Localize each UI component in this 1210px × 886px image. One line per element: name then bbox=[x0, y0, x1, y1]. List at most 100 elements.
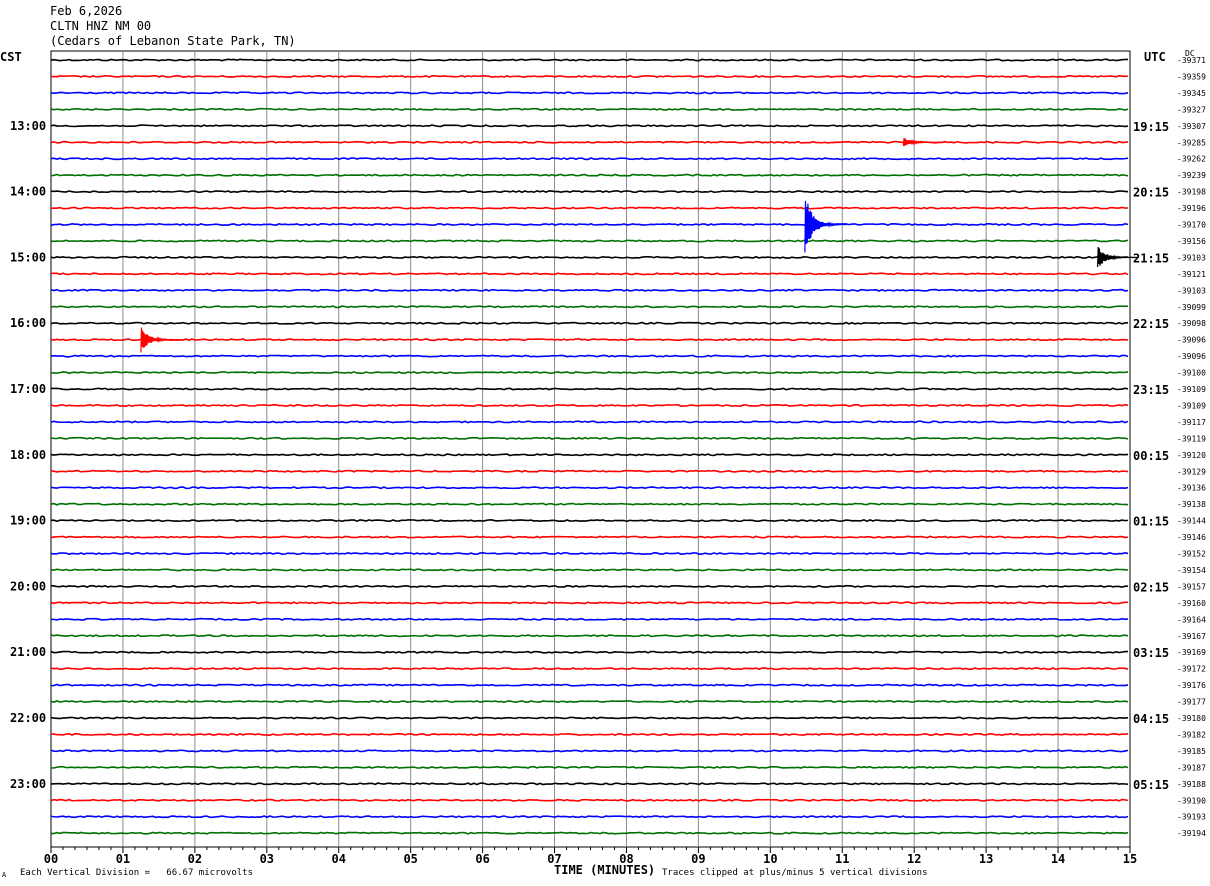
x-tick-label: 10 bbox=[763, 852, 777, 866]
trace-line bbox=[50, 650, 1129, 654]
left-timezone-label: CST bbox=[0, 50, 22, 64]
dc-offset-label: -39285 bbox=[1177, 138, 1206, 147]
dc-label: DC bbox=[1185, 49, 1195, 58]
left-time-label: 23:00 bbox=[10, 777, 46, 791]
dc-offset-label: -39345 bbox=[1177, 89, 1206, 98]
trace-line bbox=[50, 255, 1129, 259]
left-time-label: 15:00 bbox=[10, 250, 46, 264]
dc-offset-label: -39098 bbox=[1177, 319, 1206, 328]
right-timezone-label: UTC bbox=[1144, 50, 1166, 64]
dc-offset-label: -39100 bbox=[1177, 369, 1206, 378]
trace-line bbox=[50, 831, 1129, 835]
x-tick-label: 07 bbox=[547, 852, 561, 866]
dc-offset-label: -39109 bbox=[1177, 385, 1206, 394]
trace-line bbox=[50, 107, 1129, 111]
dc-offset-label: -39193 bbox=[1177, 813, 1206, 822]
trace-line bbox=[50, 749, 1129, 753]
trace-line bbox=[50, 617, 1129, 621]
x-tick-label: 03 bbox=[260, 852, 274, 866]
trace-line bbox=[50, 535, 1129, 539]
plot-frame bbox=[50, 50, 1131, 848]
dc-offset-label: -39170 bbox=[1177, 221, 1206, 230]
dc-offset-label: -39156 bbox=[1177, 237, 1206, 246]
trace-line bbox=[50, 732, 1129, 736]
dc-offset-label: -39121 bbox=[1177, 270, 1206, 279]
trace-line bbox=[50, 453, 1129, 457]
dc-offset-label: -39103 bbox=[1177, 286, 1206, 295]
dc-offset-label: -39160 bbox=[1177, 599, 1206, 608]
trace-line bbox=[50, 354, 1129, 358]
dc-offset-label: -39188 bbox=[1177, 780, 1206, 789]
x-tick-label: 08 bbox=[619, 852, 633, 866]
dc-offset-label: -39164 bbox=[1177, 615, 1206, 624]
trace-line bbox=[50, 74, 1129, 78]
left-time-label: 13:00 bbox=[10, 119, 46, 133]
dc-offset-label: -39190 bbox=[1177, 796, 1206, 805]
x-axis-label: TIME (MINUTES) bbox=[554, 863, 656, 877]
dc-offset-label: -39096 bbox=[1177, 352, 1206, 361]
dc-offset-label: -39157 bbox=[1177, 582, 1206, 591]
seismic-event bbox=[1097, 246, 1139, 268]
right-time-label: 20:15 bbox=[1133, 186, 1169, 200]
dc-offset-label: -39194 bbox=[1177, 829, 1206, 838]
left-time-label: 14:00 bbox=[10, 185, 46, 199]
trace-line bbox=[50, 371, 1129, 375]
dc-offset-label: -39146 bbox=[1177, 533, 1206, 542]
trace-line bbox=[50, 683, 1129, 687]
dc-offset-label: -39182 bbox=[1177, 730, 1206, 739]
trace-line bbox=[50, 551, 1129, 556]
right-time-label: 22:15 bbox=[1133, 317, 1169, 331]
trace-line bbox=[50, 765, 1129, 769]
trace-line bbox=[50, 173, 1129, 177]
trace-line bbox=[50, 140, 1129, 144]
trace-line bbox=[50, 190, 1129, 194]
left-time-label: 19:00 bbox=[10, 514, 46, 528]
clip-note: Traces clipped at plus/minus 5 vertical … bbox=[662, 868, 928, 878]
dc-offset-label: -39172 bbox=[1177, 665, 1206, 674]
trace-line bbox=[50, 782, 1129, 786]
x-tick-label: 04 bbox=[332, 852, 346, 866]
dc-offset-label: -39099 bbox=[1177, 303, 1206, 312]
right-time-label: 03:15 bbox=[1133, 646, 1169, 660]
trace-line bbox=[50, 584, 1129, 588]
seismic-event bbox=[804, 200, 847, 253]
right-time-label: 21:15 bbox=[1133, 251, 1169, 265]
trace-line bbox=[50, 239, 1129, 243]
trace-line bbox=[50, 387, 1129, 391]
left-time-label: 17:00 bbox=[10, 382, 46, 396]
right-time-label: 23:15 bbox=[1133, 383, 1169, 397]
trace-line bbox=[50, 568, 1129, 572]
right-time-label: 19:15 bbox=[1133, 120, 1169, 134]
dc-offset-label: -39138 bbox=[1177, 500, 1206, 509]
trace-line bbox=[50, 321, 1129, 325]
seismic-event bbox=[902, 137, 945, 146]
trace-line bbox=[50, 58, 1129, 62]
dc-offset-label: -39144 bbox=[1177, 517, 1206, 526]
dc-offset-label: -39239 bbox=[1177, 171, 1206, 180]
right-time-label: 02:15 bbox=[1133, 580, 1169, 594]
dc-offset-label: -39119 bbox=[1177, 434, 1206, 443]
plot-date: Feb 6,2026 bbox=[50, 4, 123, 18]
trace-line bbox=[50, 305, 1129, 309]
station-location: (Cedars of Lebanon State Park, TN) bbox=[50, 34, 296, 48]
trace-line bbox=[50, 815, 1129, 819]
trace-line bbox=[50, 288, 1129, 292]
trace-line bbox=[50, 634, 1129, 638]
trace-line bbox=[50, 272, 1129, 276]
trace-line bbox=[50, 124, 1129, 128]
trace-line bbox=[50, 91, 1129, 95]
dc-offset-label: -39154 bbox=[1177, 566, 1206, 575]
dc-offset-label: -39136 bbox=[1177, 484, 1206, 493]
vertical-scale-note: Each Vertical Division = 66.67 microvolt… bbox=[20, 868, 253, 878]
dc-offset-label: -39307 bbox=[1177, 122, 1206, 131]
trace-line bbox=[50, 206, 1129, 210]
x-tick-label: 02 bbox=[188, 852, 202, 866]
dc-offset-label: -39176 bbox=[1177, 681, 1206, 690]
trace-line bbox=[50, 338, 1129, 342]
trace-line bbox=[50, 403, 1129, 407]
station-code: CLTN HNZ NM 00 bbox=[50, 19, 152, 33]
dc-offset-label: -39371 bbox=[1177, 56, 1206, 65]
trace-line bbox=[50, 519, 1129, 523]
x-tick-label: 00 bbox=[44, 852, 58, 866]
